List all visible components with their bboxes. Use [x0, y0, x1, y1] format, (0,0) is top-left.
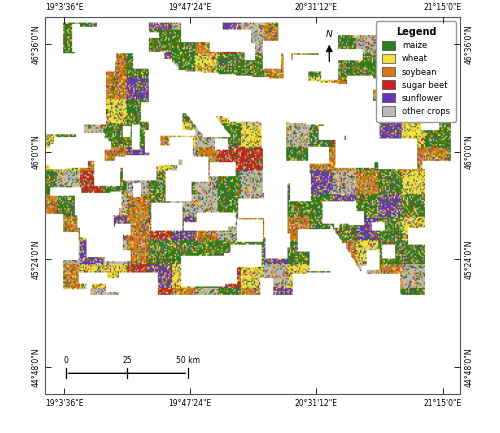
Text: N: N [326, 30, 332, 39]
Text: 25: 25 [122, 356, 132, 365]
Text: 0: 0 [64, 356, 68, 365]
Legend: maize, wheat, soybean, sugar beet, sunflower, other crops: maize, wheat, soybean, sugar beet, sunfl… [376, 22, 456, 122]
Text: 50 km: 50 km [176, 356, 200, 365]
